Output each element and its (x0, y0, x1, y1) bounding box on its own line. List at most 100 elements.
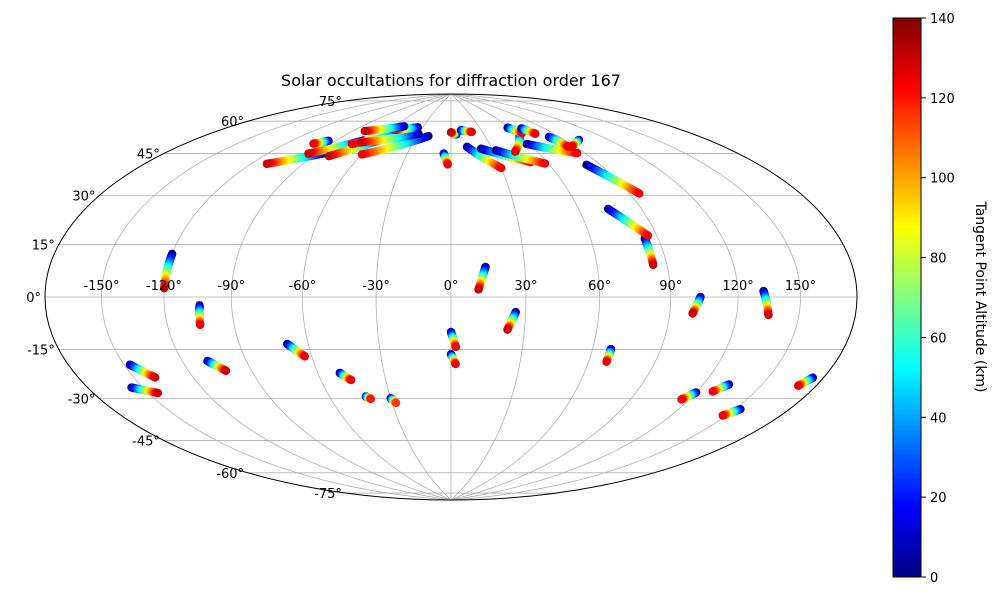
track-point (300, 352, 310, 361)
track-point (443, 160, 452, 169)
track-point (360, 126, 370, 136)
latitude-tick-label: -15° (27, 344, 55, 359)
occultation-track (309, 136, 333, 148)
longitude-tick-label: -90° (217, 279, 245, 294)
track-point (357, 150, 367, 159)
longitude-tick-label: 30° (514, 279, 537, 294)
occultation-track (446, 327, 460, 352)
occultation-tracks (125, 122, 818, 420)
longitude-tick-label: -120° (146, 279, 182, 294)
track-point (635, 189, 644, 198)
track-point (195, 320, 205, 330)
latitude-tick-label: 30° (72, 190, 95, 205)
track-point (511, 147, 520, 156)
latitude-tick-label: -45° (132, 435, 160, 450)
track-point (718, 411, 727, 420)
latitude-tick-label: -30° (68, 393, 96, 408)
latitude-tick-label: 0° (26, 291, 41, 306)
track-point (451, 342, 460, 352)
chart-title: Solar occultations for diffraction order… (281, 71, 621, 90)
track-point (467, 127, 477, 137)
longitude-tick-label: -150° (83, 279, 119, 294)
occultation-track (759, 286, 773, 320)
longitude-tick-label: 150° (785, 279, 816, 294)
occultation-track (640, 234, 658, 270)
map-boundary (44, 93, 858, 501)
track-point (153, 388, 163, 398)
occultation-track (125, 360, 160, 382)
track-point (643, 231, 653, 240)
latitude-tick-label: 60° (221, 115, 244, 130)
occultation-track (357, 131, 433, 159)
colorbar-tick-label: 0 (930, 571, 938, 586)
track-point (324, 151, 334, 161)
occultation-track (361, 392, 376, 404)
occultation-track (462, 142, 506, 173)
occultation-track (386, 394, 401, 408)
track-point (567, 142, 577, 151)
colorbar-tick-label: 100 (930, 172, 955, 187)
colorbar-tick-label: 60 (930, 331, 947, 346)
occultation-track (517, 124, 540, 138)
colorbar-tick-label: 120 (930, 92, 955, 107)
track-point (309, 139, 318, 148)
occultation-track (160, 249, 177, 293)
track-point (356, 138, 365, 147)
track-point (221, 366, 231, 375)
occultation-track (474, 262, 490, 294)
occultation-track (360, 122, 409, 136)
occultation-track (446, 350, 460, 369)
track-point (366, 394, 376, 404)
track-point (451, 359, 460, 369)
track-point (540, 159, 550, 168)
occultation-track (456, 126, 477, 137)
track-point (304, 149, 313, 158)
longitude-tick-label: 90° (659, 279, 682, 294)
longitude-tick-labels: -150° -120° -90° -60° -30° 0° 30° 60° 90° 120° 150… (83, 279, 816, 294)
colorbar-gradient (892, 17, 922, 578)
colorbar-tick-label: 20 (930, 491, 947, 506)
latitude-tick-label: 75° (319, 95, 342, 110)
track-point (503, 325, 512, 334)
track-point (531, 129, 540, 138)
colorbar-tick-label: 40 (930, 411, 947, 426)
latitude-tick-label: 15° (32, 238, 55, 253)
track-point (764, 310, 773, 320)
track-point (602, 357, 611, 367)
longitude-tick-label: 120° (722, 279, 753, 294)
track-point (497, 163, 506, 173)
colorbar: 0 20 40 60 80 100 120 140 Tangent Point Altitud… (892, 12, 988, 586)
track-point (262, 159, 272, 169)
occultation-track (793, 373, 818, 390)
occultation-track (439, 149, 452, 169)
graticule (45, 93, 857, 501)
occultation-track (688, 292, 705, 318)
occultation-track (127, 383, 163, 398)
track-point (391, 398, 401, 408)
occultation-track (567, 135, 584, 151)
occultation-track (511, 131, 524, 156)
track-point (688, 309, 697, 318)
track-point (346, 375, 356, 385)
occultation-track (718, 404, 745, 420)
track-point (160, 284, 169, 293)
track-point (474, 285, 483, 294)
occultation-track (602, 344, 616, 367)
track-point (572, 148, 582, 158)
latitude-tick-label: 45° (137, 147, 160, 162)
colorbar-label: Tangent Point Altitude (km) (972, 200, 988, 392)
longitude-tick-label: 60° (588, 279, 611, 294)
track-point (708, 387, 717, 396)
occultation-track (708, 380, 734, 396)
latitude-tick-labels: -75° -60° -45° -30° -15° 0° 15° 30° 45° 60° 75° (26, 95, 342, 502)
latitude-tick-label: -60° (216, 467, 244, 482)
occultation-track (677, 388, 701, 404)
longitude-tick-label: -30° (362, 279, 390, 294)
occultation-track (522, 139, 582, 158)
occultation-track (335, 368, 356, 385)
track-point (677, 395, 686, 404)
occultation-track (603, 204, 653, 240)
occultation-track (582, 160, 644, 198)
track-point (446, 128, 456, 137)
